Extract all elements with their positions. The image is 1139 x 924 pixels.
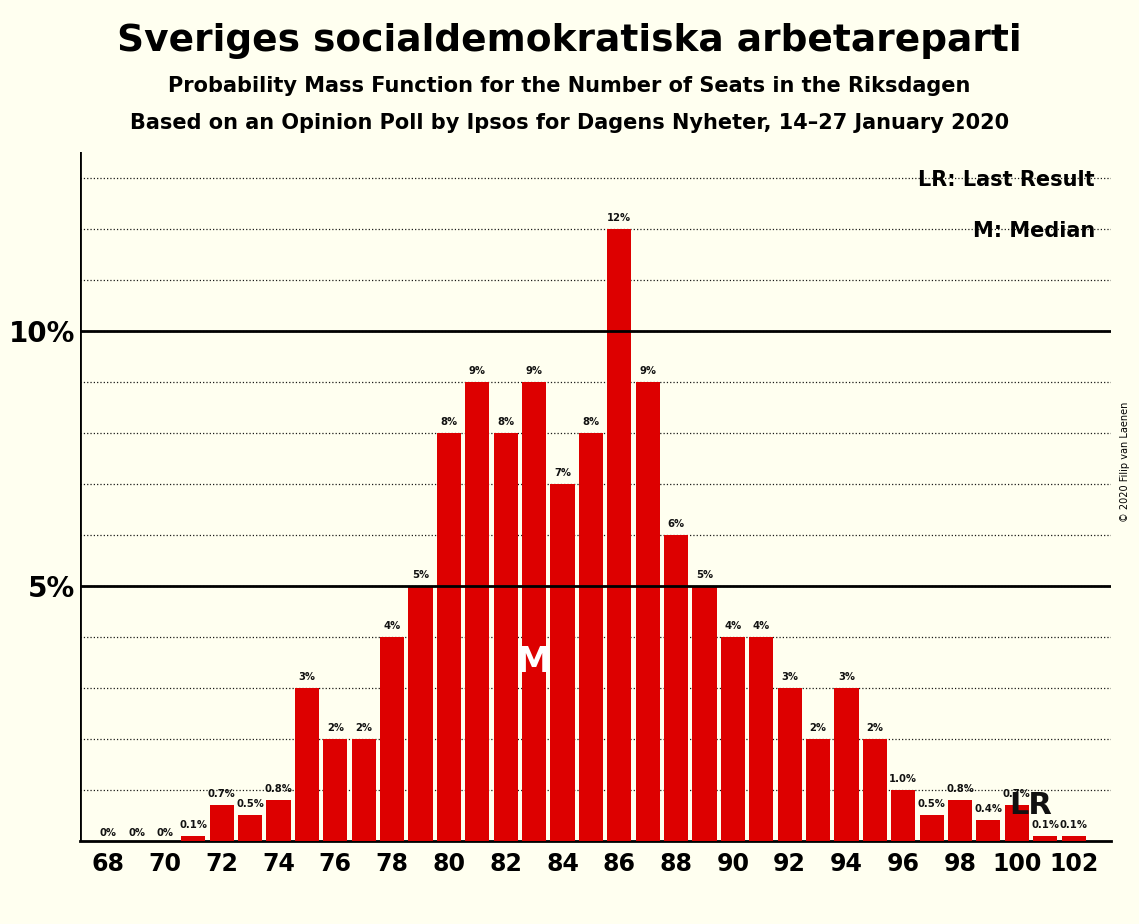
Text: 2%: 2% — [810, 723, 827, 733]
Text: Probability Mass Function for the Number of Seats in the Riksdagen: Probability Mass Function for the Number… — [169, 76, 970, 96]
Text: LR: Last Result: LR: Last Result — [918, 170, 1095, 189]
Text: 0.1%: 0.1% — [1031, 820, 1059, 830]
Bar — [579, 433, 603, 841]
Bar — [465, 382, 490, 841]
Bar — [919, 815, 944, 841]
Text: 1.0%: 1.0% — [890, 773, 917, 784]
Text: © 2020 Filip van Laenen: © 2020 Filip van Laenen — [1120, 402, 1130, 522]
Text: 9%: 9% — [525, 366, 542, 376]
Text: 8%: 8% — [441, 417, 458, 427]
Bar — [806, 739, 830, 841]
Bar — [749, 637, 773, 841]
Bar — [380, 637, 404, 841]
Text: 6%: 6% — [667, 518, 685, 529]
Text: 2%: 2% — [867, 723, 884, 733]
Bar — [352, 739, 376, 841]
Bar — [493, 433, 518, 841]
Bar — [210, 805, 233, 841]
Bar — [181, 835, 205, 841]
Text: 0.1%: 0.1% — [179, 820, 207, 830]
Bar — [862, 739, 887, 841]
Bar — [437, 433, 461, 841]
Text: 7%: 7% — [554, 468, 571, 478]
Text: 2%: 2% — [327, 723, 344, 733]
Bar — [323, 739, 347, 841]
Text: 0.8%: 0.8% — [264, 784, 293, 794]
Bar — [835, 687, 859, 841]
Text: 0%: 0% — [99, 828, 116, 838]
Bar — [721, 637, 745, 841]
Bar — [976, 821, 1000, 841]
Bar — [664, 535, 688, 841]
Bar — [693, 586, 716, 841]
Text: 0.8%: 0.8% — [947, 784, 974, 794]
Text: 4%: 4% — [753, 621, 770, 631]
Bar — [550, 484, 574, 841]
Bar — [522, 382, 546, 841]
Bar — [1005, 805, 1029, 841]
Bar — [1062, 835, 1085, 841]
Bar — [1033, 835, 1057, 841]
Text: Sveriges socialdemokratiska arbetareparti: Sveriges socialdemokratiska arbetarepart… — [117, 23, 1022, 59]
Bar — [607, 229, 631, 841]
Text: 3%: 3% — [298, 672, 316, 682]
Text: 3%: 3% — [838, 672, 855, 682]
Text: 9%: 9% — [639, 366, 656, 376]
Text: 0.7%: 0.7% — [1003, 789, 1031, 799]
Text: 9%: 9% — [469, 366, 485, 376]
Text: 4%: 4% — [724, 621, 741, 631]
Bar — [295, 687, 319, 841]
Text: M: Median: M: Median — [973, 222, 1095, 241]
Bar — [891, 790, 916, 841]
Text: 12%: 12% — [607, 213, 631, 223]
Text: 4%: 4% — [384, 621, 401, 631]
Text: 0%: 0% — [128, 828, 145, 838]
Bar — [636, 382, 659, 841]
Text: M: M — [516, 645, 552, 679]
Bar — [409, 586, 433, 841]
Text: 0.1%: 0.1% — [1059, 820, 1088, 830]
Text: 8%: 8% — [582, 417, 599, 427]
Text: 2%: 2% — [355, 723, 372, 733]
Text: LR: LR — [1009, 792, 1052, 821]
Text: 0.7%: 0.7% — [207, 789, 236, 799]
Bar — [238, 815, 262, 841]
Text: 3%: 3% — [781, 672, 798, 682]
Text: 0.5%: 0.5% — [236, 799, 264, 809]
Text: 5%: 5% — [696, 570, 713, 579]
Text: 0.4%: 0.4% — [975, 804, 1002, 814]
Bar — [267, 800, 290, 841]
Bar — [778, 687, 802, 841]
Text: Based on an Opinion Poll by Ipsos for Dagens Nyheter, 14–27 January 2020: Based on an Opinion Poll by Ipsos for Da… — [130, 113, 1009, 133]
Text: 5%: 5% — [412, 570, 429, 579]
Bar — [948, 800, 972, 841]
Text: 0.5%: 0.5% — [918, 799, 945, 809]
Text: 0%: 0% — [156, 828, 173, 838]
Text: 8%: 8% — [497, 417, 514, 427]
